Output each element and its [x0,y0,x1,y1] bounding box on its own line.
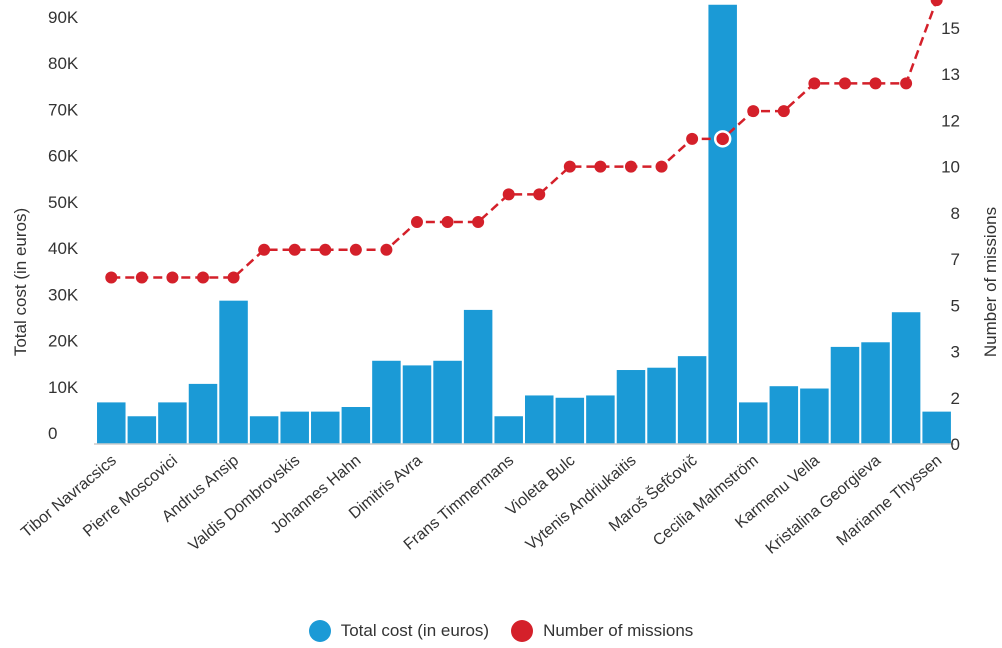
missions-point[interactable] [594,160,607,173]
bar[interactable] [922,411,951,444]
missions-point[interactable] [197,271,209,284]
y-right-tick-label: 7 [951,250,960,269]
bar[interactable] [402,365,432,444]
bar[interactable] [127,416,157,444]
bar[interactable] [97,402,126,444]
missions-point[interactable] [777,105,790,118]
y-left-tick-label: 90K [48,8,79,27]
bar[interactable] [739,402,768,444]
missions-point[interactable] [441,216,454,229]
labels-layer: 0 10K 20K 30K 40K 50K 60K 70K 80K 90K 0 2 3 5 7 8 10 12 13… [18,8,960,558]
y-right-tick-label: 2 [951,389,960,408]
bar[interactable] [219,300,248,444]
missions-point[interactable] [747,105,760,118]
y-left-axis-title: Total cost (in euros) [11,208,30,356]
missions-point[interactable] [472,216,485,229]
missions-point[interactable] [319,243,332,256]
y-left-tick-label: 0 [48,424,57,443]
y-right-tick-label: 5 [951,296,960,315]
missions-point[interactable] [135,271,148,284]
bar[interactable] [158,402,187,444]
bar[interactable] [800,388,829,444]
missions-point[interactable] [105,271,118,284]
y-left-tick-label: 20K [48,332,79,351]
x-category-label: Marianne Thyssen [834,452,946,549]
bar[interactable] [586,395,615,444]
bar[interactable] [891,312,921,444]
bar[interactable] [555,397,585,444]
missions-point[interactable] [288,243,301,256]
missions-point[interactable] [930,0,943,7]
bar[interactable] [769,386,799,444]
y-right-tick-label: 8 [951,204,960,223]
y-left-tick-label: 70K [48,100,79,119]
legend-swatch-total-cost [308,620,331,642]
missions-point[interactable] [624,160,637,173]
bar[interactable] [494,416,523,444]
y-right-tick-label: 15 [941,19,960,38]
y-right-tick-label: 0 [951,435,960,454]
y-right-tick-label: 3 [951,343,960,362]
bar[interactable] [372,360,401,444]
bar[interactable] [341,407,371,444]
y-left-tick-label: 10K [48,378,79,397]
y-left-tick-label: 80K [48,54,79,73]
bar[interactable] [188,383,218,444]
missions-line [111,0,938,279]
missions-point[interactable] [713,130,732,148]
missions-point[interactable] [258,243,271,256]
missions-point[interactable] [380,243,393,256]
missions-point[interactable] [838,77,851,90]
missions-point[interactable] [655,160,668,173]
bar[interactable] [311,411,340,444]
missions-point[interactable] [502,188,515,201]
legend-label-missions: Number of missions [543,621,694,640]
y-left-tick-label: 50K [48,193,79,212]
bar[interactable] [830,346,860,444]
missions-point[interactable] [563,160,576,173]
missions-point[interactable] [533,188,546,201]
y-right-tick-label: 13 [941,65,960,84]
x-category-label: Cecilia Malmström [650,452,762,550]
line-layer [105,0,943,284]
bar[interactable] [433,360,462,444]
bar[interactable] [463,309,493,444]
bar[interactable] [677,356,707,444]
legend-item-total-cost[interactable]: Total cost (in euros) [308,620,490,642]
y-left-tick-label: 40K [48,239,79,258]
bar[interactable] [647,367,676,444]
missions-point[interactable] [686,132,699,145]
missions-point[interactable] [349,243,362,256]
missions-point[interactable] [227,271,240,284]
bar[interactable] [249,416,279,444]
legend-label-total-cost: Total cost (in euros) [340,621,490,640]
bar[interactable] [280,411,309,444]
x-category-label: Vytenis Andriukaitis [523,452,640,554]
bars-layer [97,4,951,444]
missions-point[interactable] [808,77,821,90]
y-right-tick-label: 12 [941,111,960,130]
missions-point[interactable] [900,77,913,90]
y-right-tick-label: 10 [941,158,960,177]
legend-item-missions[interactable]: Number of missions [511,620,693,642]
missions-point[interactable] [869,77,882,90]
y-right-axis-title: Number of missions [981,207,1000,357]
y-left-tick-label: 60K [48,147,79,166]
bar[interactable] [525,395,554,444]
chart-legend: Total cost (in euros) Number of missions [0,620,1002,642]
x-category-label: Valdis Dombrovskis [186,452,304,555]
bar[interactable] [616,370,646,444]
bar[interactable] [708,4,737,444]
x-category-label: Kristalina Georgieva [763,452,884,558]
legend-swatch-missions [511,620,534,642]
missions-point[interactable] [166,271,179,284]
missions-point[interactable] [410,216,423,229]
bar[interactable] [861,342,890,444]
y-left-tick-label: 30K [48,285,79,304]
